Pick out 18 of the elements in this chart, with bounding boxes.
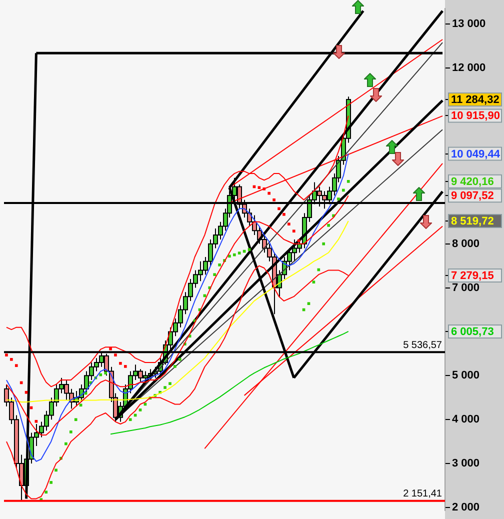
y-tick-label: 7 000 bbox=[452, 282, 480, 294]
y-tick-label: 12 000 bbox=[452, 62, 486, 74]
y-tick-label: 7 279,15 bbox=[451, 270, 494, 282]
y-tick-label: 6 005,73 bbox=[451, 326, 494, 338]
y-tick-label: 10 049,44 bbox=[451, 148, 501, 160]
y-tick-label: 2 000 bbox=[452, 502, 480, 514]
y-tick-label: 4 000 bbox=[452, 414, 480, 426]
y-tick-label: 9 097,52 bbox=[451, 190, 494, 202]
y-tick-label: 13 000 bbox=[452, 18, 486, 30]
y-tick-label: 3 000 bbox=[452, 458, 480, 470]
y-tick-label: 10 915,90 bbox=[451, 110, 500, 122]
y-tick-label: 11 284,32 bbox=[451, 94, 500, 106]
y-tick-label: 8 519,72 bbox=[451, 216, 494, 228]
y-tick-label: 5 000 bbox=[452, 370, 480, 382]
ref-line-label: 5 536,57 bbox=[403, 340, 442, 351]
ref-line-label: 2 151,41 bbox=[403, 488, 442, 500]
y-tick-label: 9 420,16 bbox=[451, 176, 494, 188]
y-tick-label: 8 000 bbox=[452, 238, 480, 250]
